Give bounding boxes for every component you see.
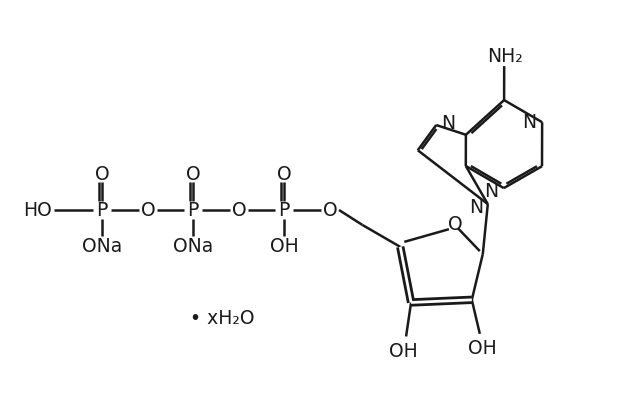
Text: ONa: ONa bbox=[82, 237, 122, 255]
Text: OH: OH bbox=[468, 339, 497, 358]
Text: N: N bbox=[468, 198, 483, 217]
Text: O: O bbox=[95, 165, 109, 184]
Text: OH: OH bbox=[388, 342, 417, 361]
Text: O: O bbox=[141, 200, 156, 220]
Text: P: P bbox=[278, 200, 290, 220]
Text: HO: HO bbox=[23, 200, 52, 220]
Text: ONa: ONa bbox=[173, 237, 213, 255]
Text: N: N bbox=[441, 114, 455, 132]
Text: NH₂: NH₂ bbox=[487, 47, 523, 66]
Text: N: N bbox=[484, 182, 498, 200]
Text: • xH₂O: • xH₂O bbox=[189, 309, 254, 327]
Text: N: N bbox=[522, 113, 536, 132]
Text: O: O bbox=[186, 165, 200, 184]
Text: P: P bbox=[188, 200, 198, 220]
Text: O: O bbox=[447, 215, 462, 234]
Text: O: O bbox=[323, 200, 337, 220]
Text: O: O bbox=[232, 200, 246, 220]
Text: OH: OH bbox=[269, 237, 298, 255]
Text: P: P bbox=[96, 200, 108, 220]
Text: O: O bbox=[276, 165, 291, 184]
